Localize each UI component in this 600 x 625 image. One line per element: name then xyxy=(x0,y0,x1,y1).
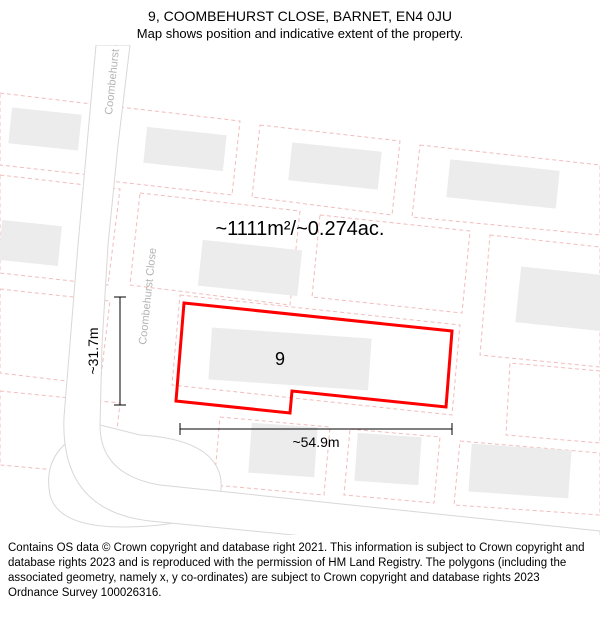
area-label: ~1111m²/~0.274ac. xyxy=(215,218,384,240)
building xyxy=(0,220,62,266)
building xyxy=(8,107,81,150)
building xyxy=(248,423,317,477)
building xyxy=(354,433,421,485)
building xyxy=(208,327,371,390)
dim-label-height: ~31.7m xyxy=(85,327,101,374)
house-number-label: 9 xyxy=(275,349,285,369)
building xyxy=(468,444,571,499)
page-subtitle: Map shows position and indicative extent… xyxy=(10,26,590,41)
page-frame: 9, COOMBEHURST CLOSE, BARNET, EN4 0JU Ma… xyxy=(0,0,600,625)
dim-label-width: ~54.9m xyxy=(292,434,339,450)
header: 9, COOMBEHURST CLOSE, BARNET, EN4 0JU Ma… xyxy=(0,0,600,45)
building xyxy=(515,266,600,331)
map-container: Coombehurst CloseCoombehurst Close~31.7m… xyxy=(0,45,600,535)
footer-attribution: Contains OS data © Crown copyright and d… xyxy=(0,535,600,609)
map-svg: Coombehurst CloseCoombehurst Close~31.7m… xyxy=(0,45,600,535)
page-title: 9, COOMBEHURST CLOSE, BARNET, EN4 0JU xyxy=(10,8,590,24)
